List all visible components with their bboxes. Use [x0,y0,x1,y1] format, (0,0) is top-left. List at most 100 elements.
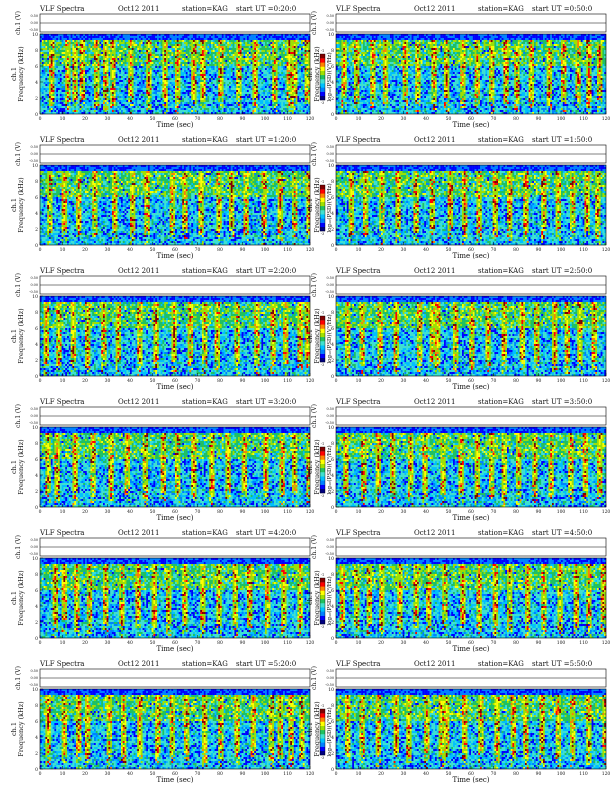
y-tick-label: 4 [35,342,38,348]
ch1-tick-label: 0.00 [30,414,38,418]
spectrogram-cells [336,165,606,245]
x-tick-label: 90 [536,116,542,122]
y-tick-label: 2 [35,96,38,102]
x-tick-label: 100 [557,509,566,515]
x-tick-label: 10 [60,116,66,122]
x-tick-label: 0 [39,378,42,384]
ch1-axis-label: ch.1 (V) [15,404,22,428]
y-tick-label: 10 [328,294,334,300]
ch1-tick-label: 0.50 [30,145,38,149]
x-tick-label: 10 [356,509,362,515]
y-tick-label: 2 [331,358,334,364]
spectrogram-panel-4: VLF Spectra Oct12 2011 station=KAG start UT… [306,136,612,260]
x-tick-label: 120 [602,378,611,384]
x-tick-label: 80 [217,116,223,122]
y-tick-label: 10 [32,425,38,431]
x-tick-label: 80 [217,771,223,777]
x-tick-label: 40 [423,640,429,646]
x-tick-label: 20 [82,247,88,253]
panel-date: Oct12 2011 [414,660,455,668]
panel-station: station=KAG [182,398,228,406]
panel-title: VLF Spectra [335,136,380,144]
x-tick-label: 0 [39,509,42,515]
y-axis-label: Frequency (kHz) [17,439,25,495]
x-axis-label: Time (sec) [156,645,193,653]
x-axis-label: Time (sec) [156,383,193,391]
panel-station: station=KAG [182,267,228,275]
x-tick-label: 0 [39,771,42,777]
x-tick-label: 40 [423,116,429,122]
x-tick-label: 50 [446,116,452,122]
x-tick-label: 20 [378,247,384,253]
y-tick-label: 10 [328,425,334,431]
panel-station: station=KAG [478,660,524,668]
x-axis-label: Time (sec) [452,252,489,260]
y-tick-label: 8 [35,48,38,54]
x-tick-label: 10 [356,771,362,777]
y-tick-label: 10 [32,294,38,300]
x-tick-label: 70 [491,771,497,777]
ch1-tick-label: 0.00 [30,283,38,287]
x-tick-label: 30 [105,378,111,384]
x-tick-label: 80 [513,247,519,253]
spectrogram-cells [40,296,310,376]
ch1-tick-label: 0.50 [326,669,334,673]
y-axis-label: Frequency (kHz) [17,701,25,757]
x-tick-label: 110 [283,116,292,122]
y-tick-label: 8 [35,310,38,316]
ch1-tick-label: -0.50 [29,683,38,687]
x-tick-label: 120 [602,116,611,122]
y-tick-label: 8 [35,179,38,185]
x-tick-label: 100 [261,509,270,515]
colorbar-tick-label: -1 [321,180,324,184]
y-tick-label: 4 [331,80,334,86]
x-tick-label: 70 [195,640,201,646]
x-tick-label: 110 [283,247,292,253]
panel-date: Oct12 2011 [118,136,159,144]
x-tick-label: 40 [127,509,133,515]
x-tick-label: 100 [261,378,270,384]
x-tick-label: 70 [195,247,201,253]
y-axis-label: Frequency (kHz) [17,177,25,233]
colorbar-tick-label: -1 [321,49,324,53]
y-tick-label: 8 [35,703,38,709]
panel-title: VLF Spectra [39,136,84,144]
x-tick-label: 10 [356,247,362,253]
y-axis-label: Frequency (kHz) [313,439,321,495]
ch1-tick-label: 0.00 [326,21,334,25]
x-tick-label: 0 [335,640,338,646]
panel-date: Oct12 2011 [118,5,159,13]
x-tick-label: 120 [306,378,315,384]
panel-start-ut: start UT =5:20:0 [236,660,296,668]
ch1-axis-label: ch.1 (V) [15,11,22,35]
y-tick-label: 6 [35,64,38,70]
x-tick-label: 30 [401,378,407,384]
ch1-tick-label: -0.50 [325,159,334,163]
ch1-axis-label: ch.1 (V) [311,535,318,559]
y-tick-label: 8 [331,703,334,709]
x-tick-label: 20 [82,640,88,646]
y-tick-label: 8 [331,179,334,185]
x-tick-label: 20 [378,771,384,777]
y-tick-label: 4 [331,604,334,610]
y-tick-label: 4 [35,211,38,217]
x-axis-label: Time (sec) [156,514,193,522]
panel-date: Oct12 2011 [414,136,455,144]
panel-title: VLF Spectra [39,529,84,537]
x-tick-label: 50 [150,378,156,384]
x-tick-label: 30 [401,247,407,253]
x-tick-label: 0 [335,378,338,384]
x-tick-label: 90 [240,378,246,384]
panel-start-ut: start UT =5:50:0 [532,660,592,668]
x-tick-label: 20 [378,116,384,122]
x-tick-label: 110 [579,378,588,384]
x-tick-label: 90 [536,509,542,515]
y-tick-label: 10 [328,556,334,562]
x-tick-label: 80 [217,640,223,646]
x-tick-label: 30 [401,640,407,646]
x-tick-label: 40 [127,640,133,646]
spectrogram-cells [40,427,310,507]
x-tick-label: 90 [240,640,246,646]
ch1-tick-label: 0.00 [30,152,38,156]
spectrogram-panel-5: VLF Spectra Oct12 2011 station=KAG start UT… [10,267,333,391]
